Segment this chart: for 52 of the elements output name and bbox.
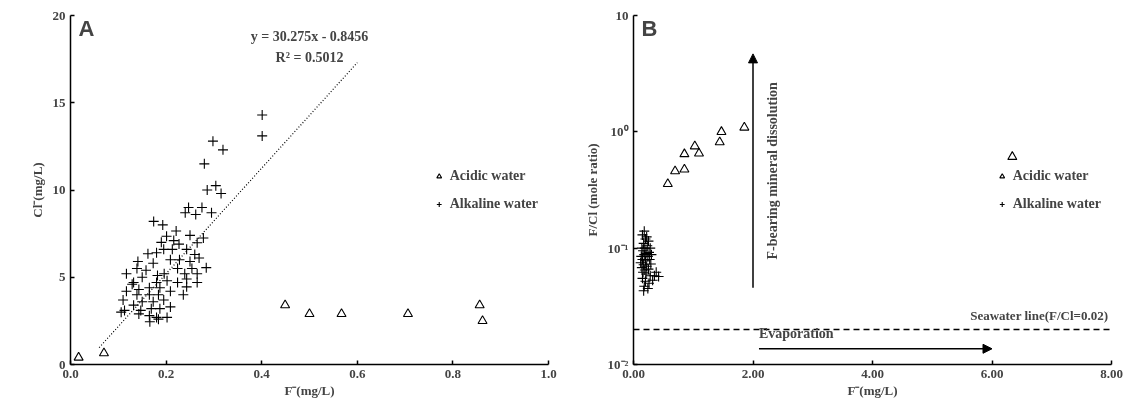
y-tick-label: 20 xyxy=(52,7,66,23)
annotation: Evaporation xyxy=(758,325,834,341)
annotation: y = 30.275x - 0.8456 xyxy=(250,29,369,45)
y-tick-label: 10 xyxy=(615,8,629,23)
point xyxy=(714,136,725,146)
point xyxy=(670,165,681,175)
x-tick-label: 0.2 xyxy=(157,365,175,381)
legend-label: Acidic water xyxy=(1012,167,1089,184)
x-tick-label: 4.00 xyxy=(861,365,884,381)
x-tick-label: 1.0 xyxy=(540,365,557,381)
annotation: F-bearing mineral dissolution xyxy=(765,81,780,260)
chart-title: B xyxy=(641,15,658,41)
point xyxy=(679,148,690,158)
point xyxy=(336,308,347,318)
point xyxy=(1007,151,1018,160)
point xyxy=(716,126,727,135)
y-tick-label: 10 xyxy=(52,182,66,197)
y-axis-title: Cl⁻(mg/L) xyxy=(29,162,45,218)
point xyxy=(98,347,110,357)
point xyxy=(73,351,84,361)
chart-title: A xyxy=(78,15,95,41)
x-tick-label: 8.00 xyxy=(1100,365,1123,381)
legend-label: Alkaline water xyxy=(1012,195,1101,212)
annotation: R² = 0.5012 xyxy=(275,50,344,66)
point xyxy=(689,140,700,150)
x-tick-label: 2.00 xyxy=(741,365,765,381)
point xyxy=(402,308,414,318)
point xyxy=(474,299,485,309)
x-tick-label: 0.8 xyxy=(444,365,462,381)
x-axis-title: F⁻(mg/L) xyxy=(847,382,898,398)
point xyxy=(304,308,315,318)
point xyxy=(642,282,654,295)
x-tick-label: 0.00 xyxy=(622,365,645,381)
x-tick-label: 0.6 xyxy=(349,365,366,381)
legend-label: Acidic water xyxy=(449,167,526,184)
legend-label: Alkaline water xyxy=(449,195,538,212)
point xyxy=(739,121,750,131)
point xyxy=(679,163,690,173)
x-axis-title: F⁻(mg/L) xyxy=(284,382,335,398)
ref-line-label: Seawater line(F/Cl=0.02) xyxy=(970,308,1109,324)
x-tick-label: 0.4 xyxy=(253,365,271,381)
point xyxy=(638,225,650,237)
point xyxy=(662,178,673,188)
x-tick-label: 6.00 xyxy=(980,365,1004,381)
y-tick-label: 15 xyxy=(52,94,66,110)
point xyxy=(693,147,705,157)
y-axis-title: F/Cl (mole ratio) xyxy=(584,143,600,237)
y-tick-label: 10⁰ xyxy=(610,124,629,140)
point xyxy=(477,315,488,325)
point xyxy=(280,299,291,309)
y-tick-label: 10⁻¹ xyxy=(607,240,629,256)
y-tick-label: 5 xyxy=(59,269,66,285)
